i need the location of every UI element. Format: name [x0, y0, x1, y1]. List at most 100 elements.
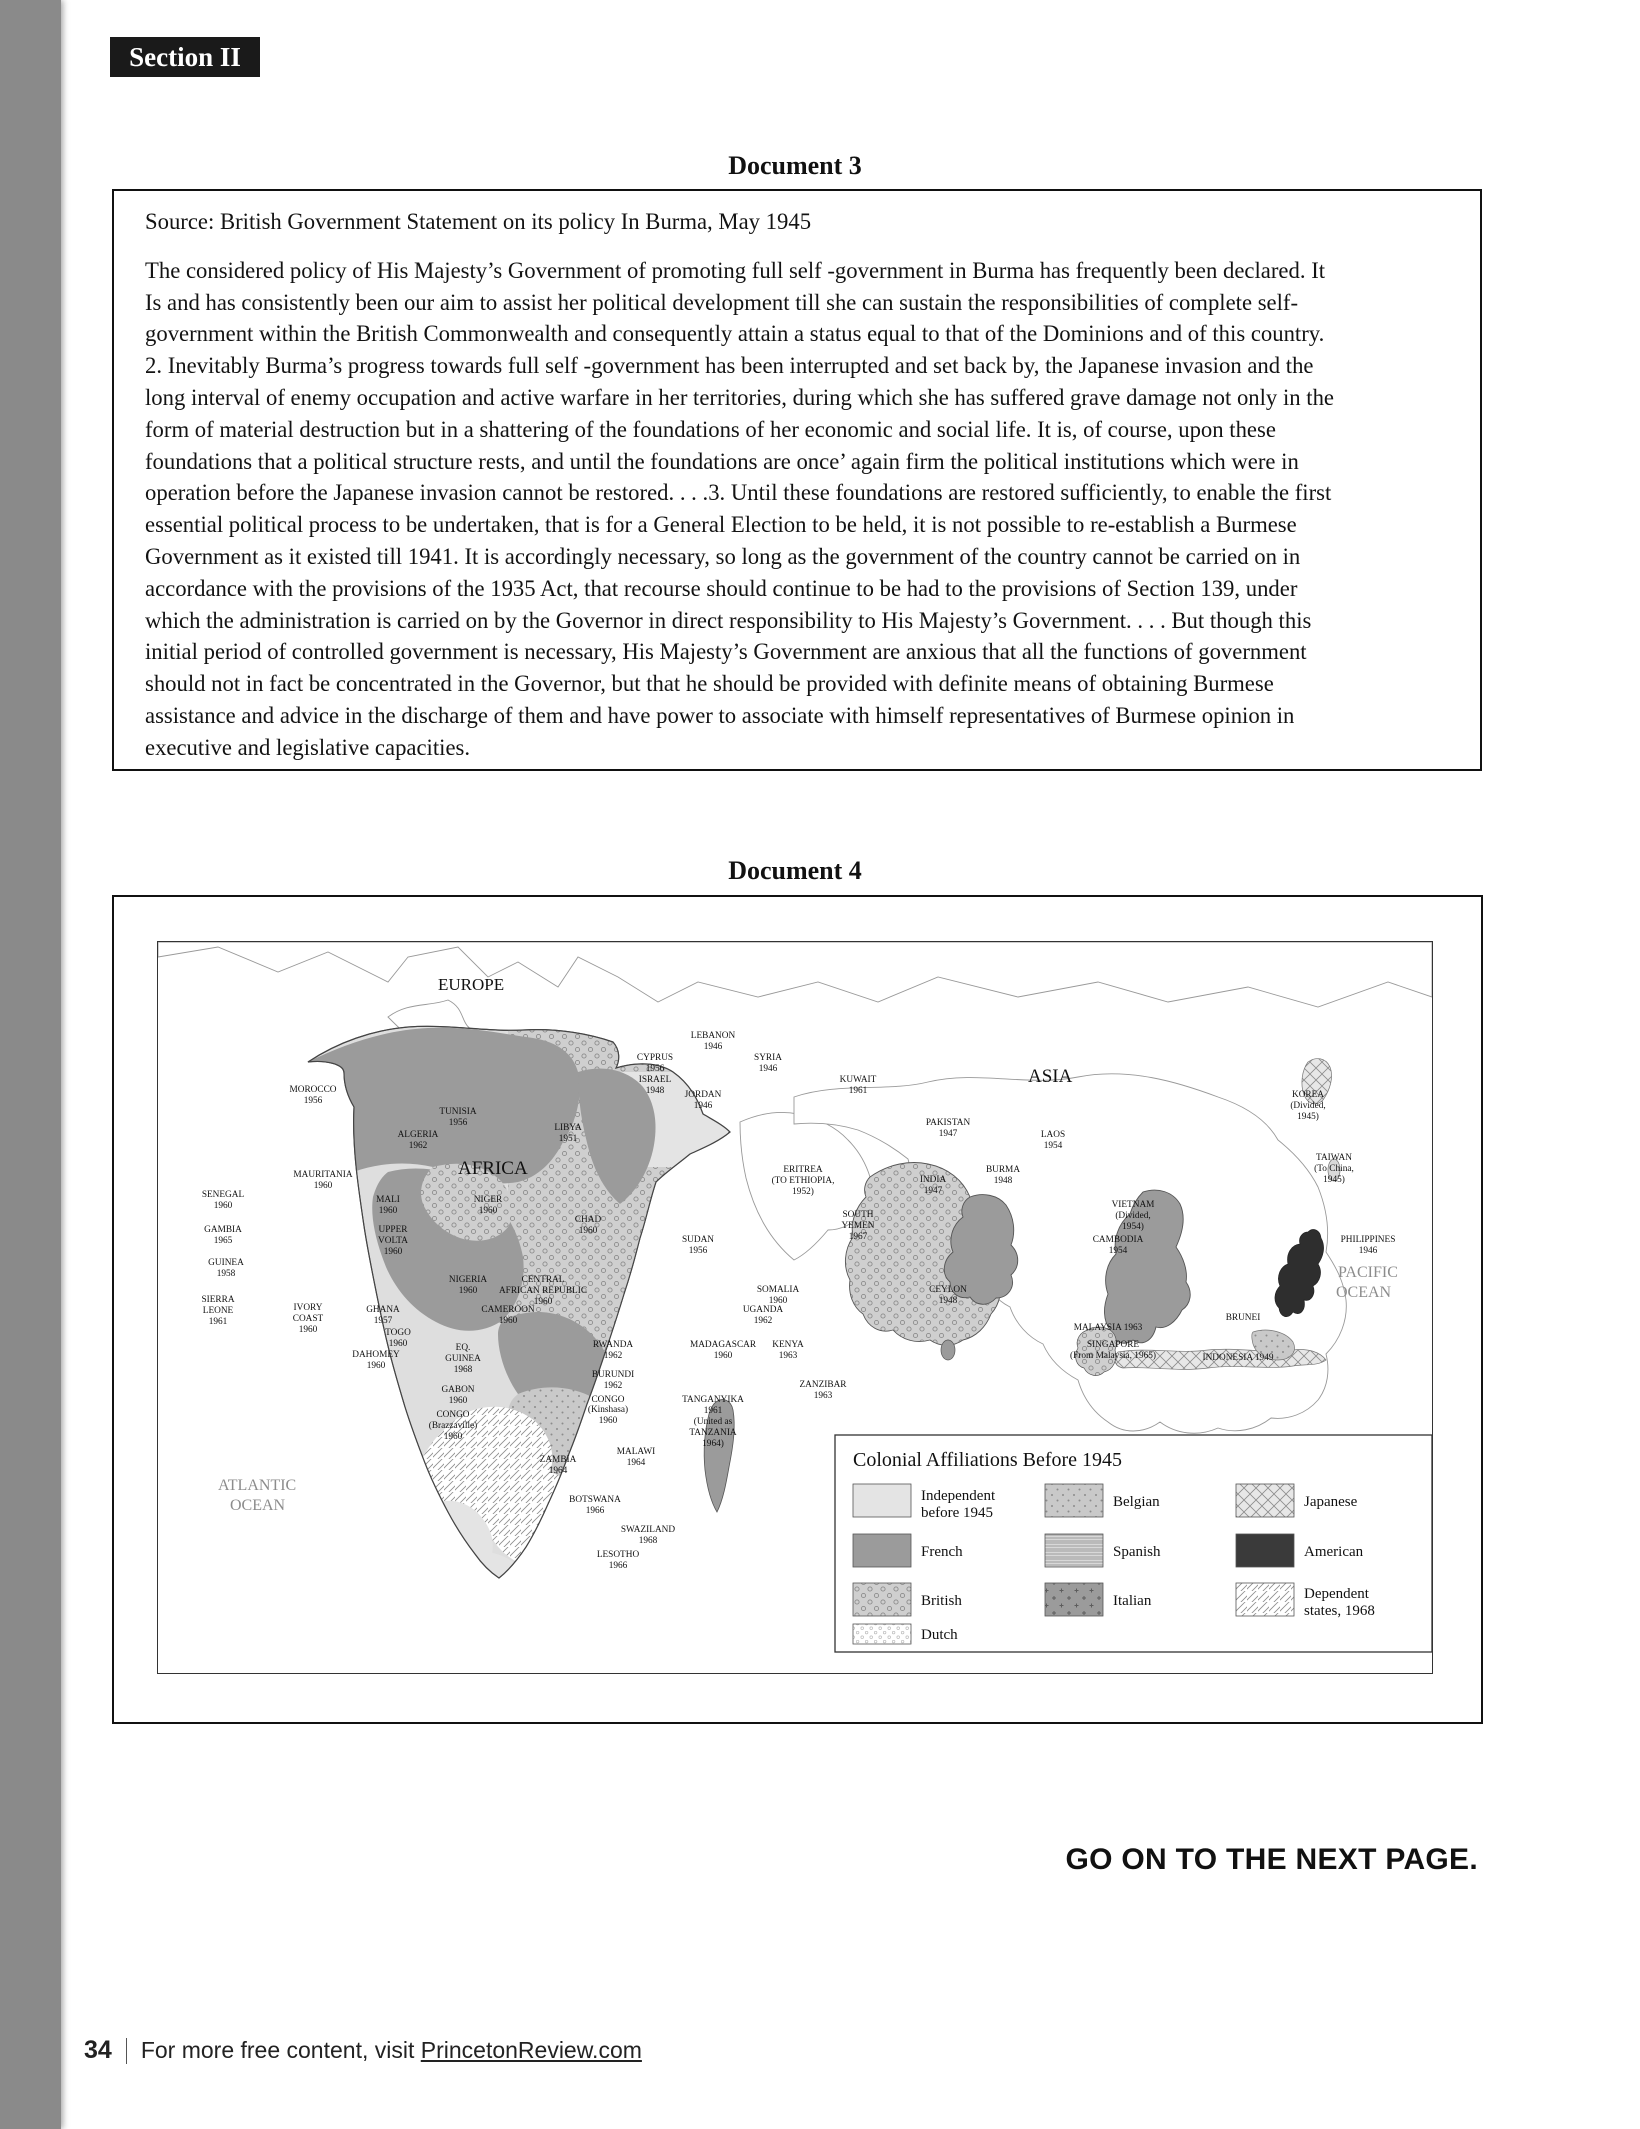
- svg-text:1963: 1963: [779, 1351, 798, 1361]
- svg-text:LIBYA: LIBYA: [554, 1123, 582, 1133]
- svg-text:1960: 1960: [534, 1297, 553, 1307]
- svg-text:DAHOMEY: DAHOMEY: [352, 1350, 400, 1360]
- svg-text:1960: 1960: [449, 1396, 468, 1406]
- svg-text:SOUTH: SOUTH: [843, 1210, 874, 1220]
- svg-text:1968: 1968: [454, 1365, 473, 1375]
- svg-text:1951: 1951: [559, 1134, 578, 1144]
- svg-text:1946: 1946: [759, 1064, 778, 1074]
- svg-text:1965: 1965: [214, 1236, 233, 1246]
- svg-text:BURMA: BURMA: [986, 1165, 1020, 1175]
- svg-text:1962: 1962: [604, 1381, 623, 1391]
- svg-text:CONGO: CONGO: [591, 1395, 624, 1405]
- svg-text:Italian: Italian: [1113, 1593, 1152, 1609]
- svg-text:1964: 1964: [627, 1458, 646, 1468]
- svg-text:Independent: Independent: [921, 1488, 996, 1504]
- svg-text:ISRAEL: ISRAEL: [639, 1075, 672, 1085]
- svg-text:Dependent: Dependent: [1304, 1586, 1370, 1602]
- svg-text:MALAWI: MALAWI: [617, 1447, 656, 1457]
- svg-text:ERITREA: ERITREA: [783, 1165, 823, 1175]
- svg-text:Dutch: Dutch: [921, 1627, 958, 1643]
- svg-text:TAIWAN: TAIWAN: [1316, 1153, 1352, 1163]
- svg-text:1960: 1960: [579, 1226, 598, 1236]
- svg-text:Japanese: Japanese: [1304, 1494, 1358, 1510]
- svg-text:CENTRAL: CENTRAL: [522, 1275, 565, 1285]
- svg-text:UPPER: UPPER: [379, 1225, 409, 1235]
- svg-text:IVORY: IVORY: [294, 1303, 323, 1313]
- svg-text:1960: 1960: [599, 1416, 618, 1426]
- svg-text:1966: 1966: [586, 1506, 605, 1516]
- svg-text:1960: 1960: [389, 1339, 408, 1349]
- svg-text:1954): 1954): [1122, 1221, 1144, 1232]
- svg-text:CEYLON: CEYLON: [929, 1285, 967, 1295]
- svg-text:SUDAN: SUDAN: [682, 1235, 714, 1245]
- svg-text:1966: 1966: [609, 1561, 628, 1571]
- svg-text:CAMEROON: CAMEROON: [481, 1305, 534, 1315]
- svg-text:MALI: MALI: [376, 1195, 400, 1205]
- svg-text:1960: 1960: [459, 1286, 478, 1296]
- svg-text:AFRICA: AFRICA: [458, 1158, 528, 1179]
- svg-text:CHAD: CHAD: [575, 1215, 602, 1225]
- svg-text:EQ.: EQ.: [456, 1343, 471, 1353]
- svg-text:1948: 1948: [939, 1296, 958, 1306]
- svg-text:1963: 1963: [814, 1391, 833, 1401]
- svg-text:before 1945: before 1945: [921, 1505, 993, 1521]
- svg-text:1962: 1962: [409, 1141, 428, 1151]
- svg-text:1947: 1947: [924, 1186, 943, 1196]
- svg-text:UGANDA: UGANDA: [743, 1305, 784, 1315]
- svg-text:1961: 1961: [849, 1086, 868, 1096]
- svg-text:1960: 1960: [444, 1432, 463, 1442]
- svg-text:MADAGASCAR: MADAGASCAR: [690, 1340, 757, 1350]
- svg-text:AFRICAN REPUBLIC: AFRICAN REPUBLIC: [499, 1286, 587, 1296]
- svg-text:states, 1968: states, 1968: [1304, 1603, 1375, 1619]
- svg-text:SIERRA: SIERRA: [201, 1295, 234, 1305]
- svg-text:(TO ETHIOPIA,: (TO ETHIOPIA,: [772, 1175, 835, 1186]
- svg-text:(Divided,: (Divided,: [1115, 1210, 1150, 1221]
- svg-text:1956: 1956: [646, 1064, 665, 1074]
- svg-text:1958: 1958: [217, 1269, 236, 1279]
- svg-text:1946: 1946: [704, 1042, 723, 1052]
- svg-text:1946: 1946: [694, 1101, 713, 1111]
- svg-text:1960: 1960: [367, 1361, 386, 1371]
- svg-text:(Kinshasa): (Kinshasa): [588, 1404, 628, 1415]
- svg-text:BRUNEI: BRUNEI: [1226, 1313, 1261, 1323]
- svg-text:KENYA: KENYA: [772, 1340, 804, 1350]
- svg-text:PAKISTAN: PAKISTAN: [926, 1118, 971, 1128]
- svg-text:(Brazzaville): (Brazzaville): [429, 1420, 478, 1431]
- svg-text:1956: 1956: [304, 1096, 323, 1106]
- svg-text:1968: 1968: [639, 1536, 658, 1546]
- svg-text:CAMBODIA: CAMBODIA: [1093, 1235, 1144, 1245]
- svg-text:LEBANON: LEBANON: [691, 1031, 736, 1041]
- svg-text:(From Malaysia, 1965): (From Malaysia, 1965): [1070, 1350, 1156, 1361]
- svg-text:NIGER: NIGER: [474, 1195, 503, 1205]
- svg-text:BOTSWANA: BOTSWANA: [569, 1495, 621, 1505]
- svg-text:1960: 1960: [299, 1325, 318, 1335]
- svg-text:1962: 1962: [604, 1351, 623, 1361]
- svg-text:1961: 1961: [209, 1317, 228, 1327]
- svg-text:VIETNAM: VIETNAM: [1112, 1200, 1155, 1210]
- svg-text:TOGO: TOGO: [385, 1328, 411, 1338]
- svg-text:ZAMBIA: ZAMBIA: [540, 1455, 577, 1465]
- svg-text:OCEAN: OCEAN: [1336, 1284, 1392, 1301]
- svg-text:1961: 1961: [704, 1406, 723, 1416]
- svg-text:MALAYSIA 1963: MALAYSIA 1963: [1074, 1323, 1143, 1333]
- svg-text:1960: 1960: [214, 1201, 233, 1211]
- svg-text:Spanish: Spanish: [1113, 1544, 1161, 1560]
- svg-text:CONGO: CONGO: [436, 1410, 469, 1420]
- svg-text:OCEAN: OCEAN: [230, 1497, 286, 1514]
- svg-text:VOLTA: VOLTA: [378, 1236, 408, 1246]
- svg-text:GHANA: GHANA: [366, 1305, 400, 1315]
- svg-text:SYRIA: SYRIA: [754, 1053, 782, 1063]
- svg-text:SINGAPORE: SINGAPORE: [1087, 1340, 1139, 1350]
- svg-text:EUROPE: EUROPE: [438, 975, 504, 994]
- svg-text:1952): 1952): [792, 1186, 814, 1197]
- svg-text:Belgian: Belgian: [1113, 1494, 1160, 1510]
- svg-text:LAOS: LAOS: [1041, 1130, 1065, 1140]
- svg-text:1960: 1960: [384, 1247, 403, 1257]
- svg-text:KUWAIT: KUWAIT: [840, 1075, 877, 1085]
- svg-text:1960: 1960: [379, 1206, 398, 1216]
- svg-text:BURUNDI: BURUNDI: [592, 1370, 634, 1380]
- svg-text:1960: 1960: [499, 1316, 518, 1326]
- svg-text:British: British: [921, 1593, 962, 1609]
- svg-text:KOREA: KOREA: [1292, 1090, 1324, 1100]
- svg-text:1957: 1957: [374, 1316, 393, 1326]
